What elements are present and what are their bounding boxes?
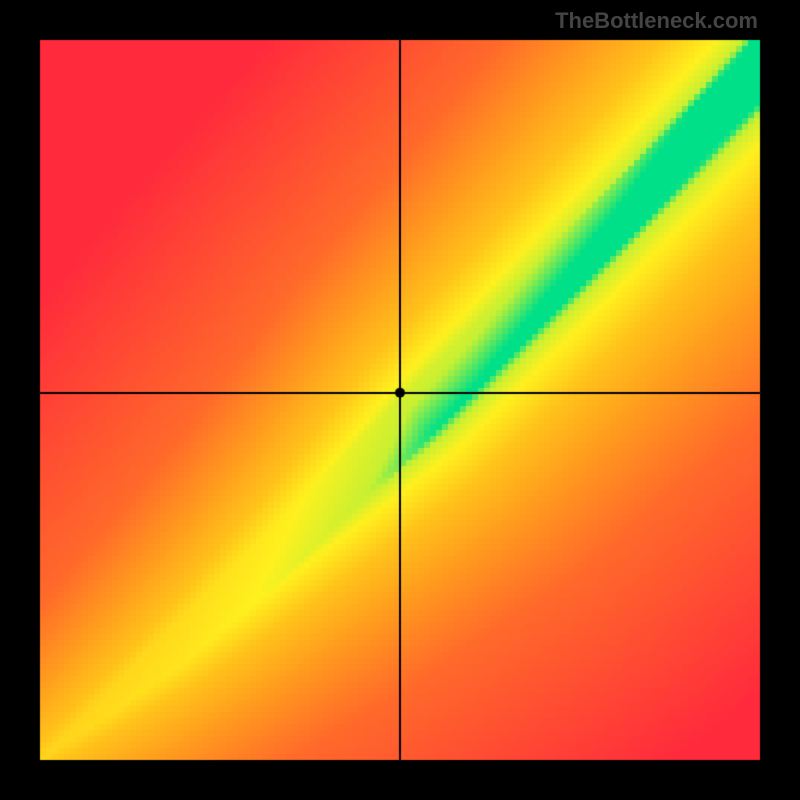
overlay-canvas: [0, 0, 800, 800]
watermark-text: TheBottleneck.com: [555, 8, 758, 34]
chart-container: { "canvas": { "width": 800, "height": 80…: [0, 0, 800, 800]
